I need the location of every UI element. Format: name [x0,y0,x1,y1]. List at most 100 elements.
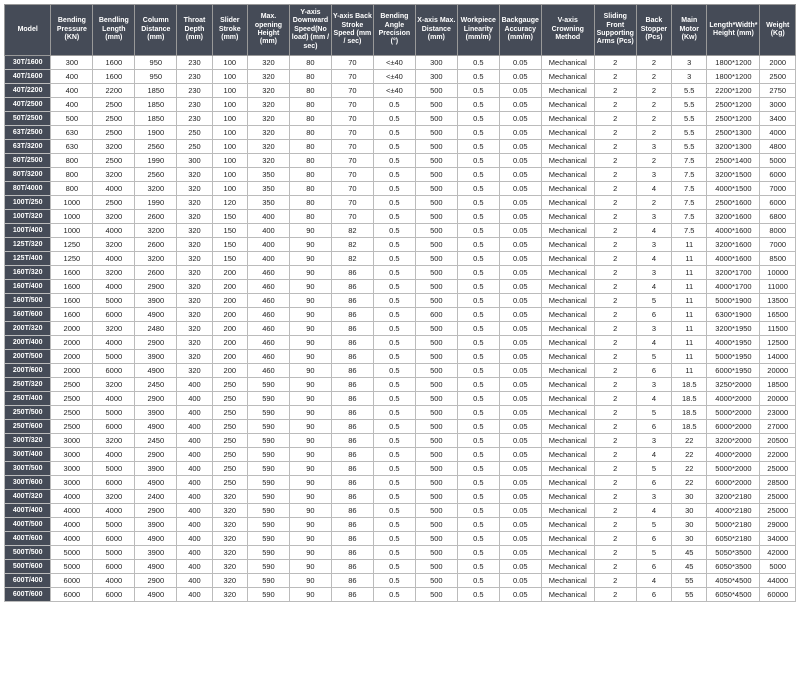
model-cell: 50T/2500 [5,111,51,125]
table-row: 80T/32008003200256032010035080700.55000.… [5,167,796,181]
data-cell: 590 [247,489,289,503]
data-cell: 1600 [93,69,135,83]
data-cell: 90 [289,223,331,237]
data-cell: 86 [331,265,373,279]
data-cell: 4900 [135,363,177,377]
data-cell: 800 [51,167,93,181]
data-cell: 2560 [135,167,177,181]
data-cell: 3200 [93,433,135,447]
data-cell: 22 [672,461,707,475]
data-cell: 150 [212,251,247,265]
data-cell: 0.05 [499,69,541,83]
data-cell: 4000*1700 [707,279,760,293]
data-cell: 6000*2000 [707,419,760,433]
data-cell: 82 [331,237,373,251]
table-row: 600T/60060006000490040032059090860.55000… [5,587,796,601]
data-cell: 3200 [93,489,135,503]
table-row: 50T/25005002500185023010032080700.55000.… [5,111,796,125]
data-cell: 2 [594,153,636,167]
data-cell: 2750 [760,83,796,97]
data-cell: 30 [672,503,707,517]
data-cell: 45 [672,545,707,559]
data-cell: 2 [594,573,636,587]
data-cell: 1850 [135,83,177,97]
data-cell: 0.5 [457,83,499,97]
data-cell: 11 [672,321,707,335]
data-cell: 320 [177,209,212,223]
data-cell: 320 [212,573,247,587]
data-cell: 230 [177,97,212,111]
data-cell: 0.05 [499,363,541,377]
data-cell: 100 [212,55,247,69]
column-header: Y-axis Downward Speed(No load) (mm / sec… [289,5,331,56]
data-cell: 70 [331,153,373,167]
data-cell: 0.5 [457,447,499,461]
data-cell: 3200 [93,265,135,279]
data-cell: 0.5 [373,503,415,517]
data-cell: 30 [672,517,707,531]
data-cell: 4800 [760,139,796,153]
data-cell: 4900 [135,307,177,321]
data-cell: 23000 [760,405,796,419]
data-cell: 0.05 [499,405,541,419]
model-cell: 63T/3200 [5,139,51,153]
data-cell: 500 [415,475,457,489]
data-cell: 4000 [93,279,135,293]
column-header: Bending Angle Precision (°) [373,5,415,56]
data-cell: 4000*2180 [707,503,760,517]
data-cell: 1600 [51,307,93,321]
data-cell: 70 [331,181,373,195]
data-cell: 2 [594,391,636,405]
data-cell: 0.5 [457,237,499,251]
data-cell: 5000 [93,349,135,363]
data-cell: 250 [212,419,247,433]
data-cell: 500 [415,335,457,349]
data-cell: 70 [331,139,373,153]
data-cell: 5000 [93,405,135,419]
data-cell: 80 [289,83,331,97]
data-cell: 3000 [51,447,93,461]
data-cell: 500 [415,293,457,307]
model-cell: 80T/3200 [5,167,51,181]
data-cell: 500 [415,125,457,139]
spec-table: ModelBending Pressure (KN)Bendling Lengt… [4,4,796,602]
data-cell: Mechanical [541,461,594,475]
data-cell: 1000 [51,195,93,209]
data-cell: 400 [177,391,212,405]
model-cell: 160T/320 [5,265,51,279]
table-row: 200T/60020006000490032020046090860.55000… [5,363,796,377]
data-cell: 16500 [760,307,796,321]
data-cell: 25000 [760,489,796,503]
model-cell: 600T/600 [5,587,51,601]
data-cell: 3200*1700 [707,265,760,279]
data-cell: 3000 [51,475,93,489]
data-cell: Mechanical [541,447,594,461]
data-cell: 6000 [760,195,796,209]
data-cell: 2 [594,545,636,559]
model-cell: 30T/1600 [5,55,51,69]
data-cell: 4 [636,223,671,237]
model-cell: 300T/500 [5,461,51,475]
data-cell: 800 [51,153,93,167]
data-cell: 0.5 [457,251,499,265]
data-cell: 4000 [93,447,135,461]
data-cell: 200 [212,363,247,377]
data-cell: 200 [212,307,247,321]
data-cell: 70 [331,209,373,223]
data-cell: 120 [212,195,247,209]
data-cell: 320 [212,517,247,531]
data-cell: 5000 [760,559,796,573]
data-cell: 200 [212,279,247,293]
data-cell: 5000 [51,559,93,573]
data-cell: 3900 [135,461,177,475]
data-cell: 0.5 [457,573,499,587]
data-cell: 2450 [135,433,177,447]
data-cell: 5.5 [672,125,707,139]
data-cell: 90 [289,559,331,573]
data-cell: 22 [672,433,707,447]
data-cell: 250 [212,433,247,447]
data-cell: 4 [636,391,671,405]
table-row: 63T/32006303200256025010032080700.55000.… [5,139,796,153]
data-cell: 6000 [93,531,135,545]
data-cell: 20000 [760,363,796,377]
